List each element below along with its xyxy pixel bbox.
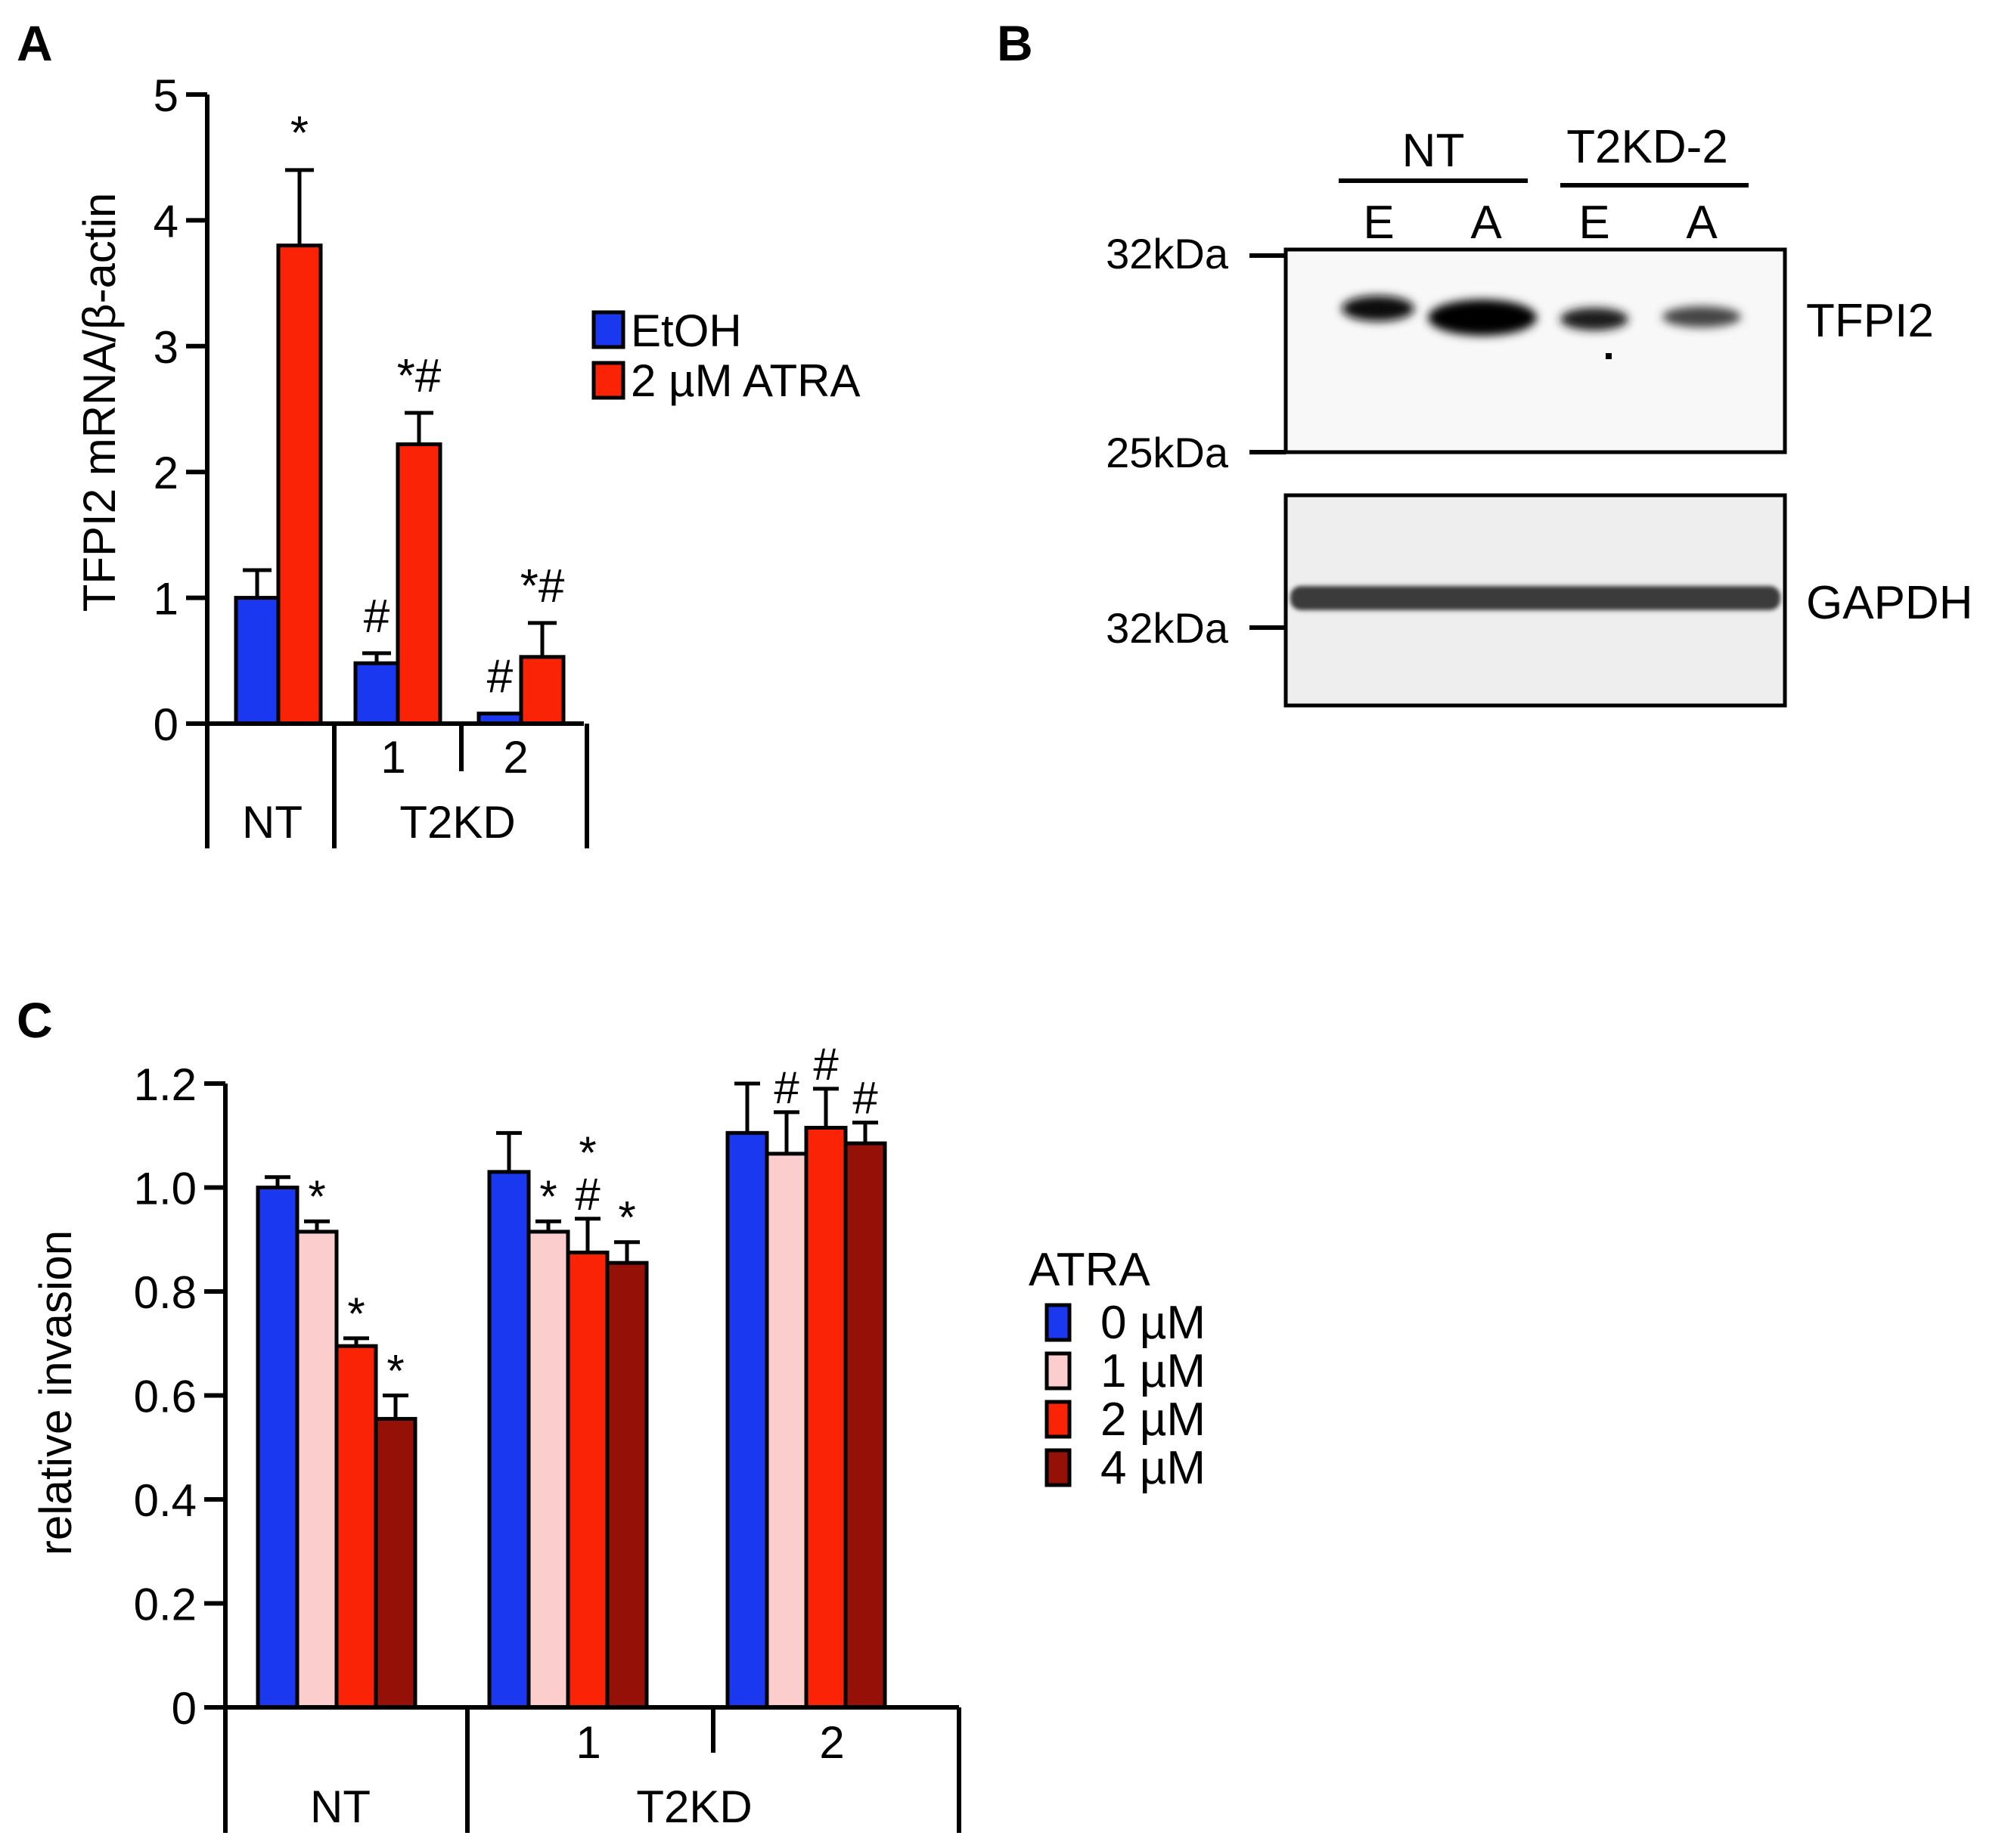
panel-a-y-axis-label: TFPI2 mRNA/β-actin: [74, 193, 125, 612]
y-tick-label: 2: [154, 448, 178, 498]
blot-tfpi2-bands: [1342, 296, 1741, 359]
significance-marker: *: [618, 1192, 635, 1243]
legend-swatch-4um: [1044, 1448, 1072, 1487]
band: [1428, 299, 1537, 336]
significance-marker: *: [386, 1346, 404, 1397]
significance-marker: #: [487, 651, 514, 703]
significance-marker: #: [852, 1073, 878, 1124]
bar: [725, 1130, 769, 1710]
marker-label-32kda-bottom: 32kDa: [1106, 604, 1229, 652]
legend-swatch-1um: [1044, 1351, 1072, 1391]
panel-b-letter: B: [997, 15, 1033, 71]
y-tick-label: 1.0: [134, 1164, 197, 1214]
blot-speck: [1606, 353, 1612, 359]
band: [1662, 306, 1741, 327]
y-tick-label: 5: [154, 70, 178, 121]
significance-marker: *: [579, 1127, 596, 1178]
protein-label-gapdh: GAPDH: [1806, 577, 1972, 629]
significance-marker: *: [347, 1288, 365, 1339]
legend-swatch-atra: [591, 361, 625, 400]
bar: [295, 1229, 339, 1710]
legend-label-atra: 2 µM ATRA: [631, 355, 861, 406]
protein-label-tfpi2: TFPI2: [1806, 295, 1934, 347]
legend-label-2um: 2 µM: [1100, 1394, 1206, 1446]
significance-marker: *#: [520, 560, 565, 612]
y-tick-label: 0: [154, 699, 178, 750]
panel-a-letter: A: [17, 15, 53, 71]
bar: [566, 1250, 610, 1710]
x-group-label: NT: [310, 1781, 371, 1832]
panel-c-y-axis-label: relative invasion: [30, 1230, 81, 1555]
legend-title-atra: ATRA: [1029, 1244, 1150, 1296]
x-sublabel: 2: [819, 1717, 844, 1768]
band: [1342, 296, 1414, 321]
x-sublabel: 2: [503, 732, 528, 783]
blot-lane-label: A: [1686, 197, 1718, 249]
bar: [396, 442, 442, 726]
bar: [353, 661, 400, 726]
x-group-label: T2KD: [636, 1781, 752, 1832]
legend-swatch-0um: [1044, 1303, 1072, 1342]
significance-marker: *: [290, 107, 309, 160]
significance-marker: *: [308, 1171, 325, 1222]
band: [1560, 308, 1628, 330]
y-tick-label: 0.4: [134, 1475, 197, 1526]
y-tick-label: 0.8: [134, 1267, 197, 1318]
y-tick-label: 1.2: [134, 1059, 197, 1110]
bar: [519, 655, 566, 726]
bar: [276, 243, 323, 726]
marker-label-25kda: 25kDa: [1106, 429, 1229, 476]
bar: [334, 1344, 378, 1710]
y-tick-label: 1: [154, 574, 178, 625]
significance-marker: #: [575, 1169, 601, 1220]
blot-lane-label: E: [1578, 197, 1609, 249]
y-tick-label: 0.2: [134, 1580, 197, 1630]
blot-lane-label: E: [1363, 197, 1394, 249]
panel-c-letter: C: [17, 992, 53, 1048]
legend-swatch-2um: [1044, 1400, 1072, 1439]
x-group-label: T2KD: [399, 797, 515, 848]
x-sublabel: 1: [576, 1717, 601, 1768]
band: [1290, 586, 1780, 610]
blot-group-label-t2kd2: T2KD-2: [1566, 121, 1728, 173]
y-tick-label: 3: [154, 322, 178, 373]
panel-a-legend: EtOH 2 µM ATRA: [591, 305, 861, 406]
x-sublabel: 1: [380, 732, 405, 783]
bar: [234, 596, 281, 726]
bar: [765, 1152, 809, 1710]
panel-b-blot: NT T2KD-2 E A E A 32kDa 25kDa TFPI2 32kD…: [1106, 121, 1972, 708]
significance-marker: *#: [397, 350, 442, 402]
legend-label-4um: 4 µM: [1100, 1442, 1206, 1494]
bar: [526, 1229, 570, 1710]
legend-swatch-etoh: [591, 310, 625, 349]
bar: [804, 1125, 848, 1710]
panel-c-legend: ATRA 0 µM 1 µM 2 µM 4 µM: [1029, 1244, 1206, 1494]
y-tick-label: 0: [172, 1683, 197, 1734]
y-tick-label: 4: [154, 196, 178, 247]
legend-label-etoh: EtOH: [631, 305, 742, 356]
significance-marker: #: [813, 1039, 839, 1090]
blot-lane-label: A: [1470, 197, 1502, 249]
significance-marker: *: [539, 1171, 557, 1222]
bar: [374, 1416, 417, 1710]
bar: [605, 1260, 649, 1710]
x-group-label: NT: [242, 797, 303, 848]
blot-group-label-nt: NT: [1402, 125, 1465, 177]
legend-label-0um: 0 µM: [1100, 1297, 1206, 1349]
y-tick-label: 0.6: [134, 1372, 197, 1422]
significance-marker: #: [364, 591, 390, 643]
blot-tfpi2-box: [1283, 247, 1787, 454]
bar: [843, 1141, 887, 1710]
bar: [487, 1170, 531, 1710]
panel-c-chart: 00.20.40.60.81.01.2*****# *# ##1 2NT T2KD: [134, 1039, 961, 1833]
legend-label-1um: 1 µM: [1100, 1345, 1206, 1397]
marker-label-32kda: 32kDa: [1106, 230, 1229, 278]
significance-marker: #: [774, 1062, 799, 1113]
bar: [256, 1186, 300, 1710]
